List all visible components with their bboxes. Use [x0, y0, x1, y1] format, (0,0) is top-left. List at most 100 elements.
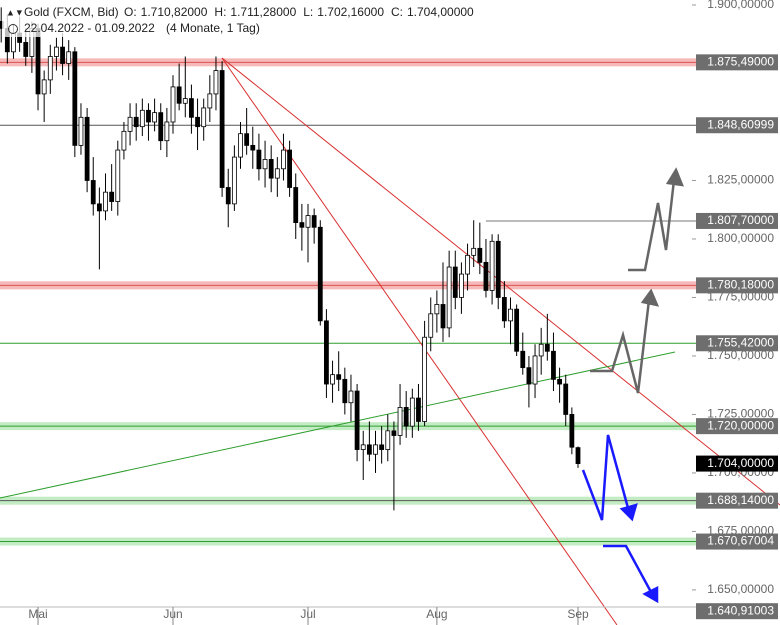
arrow [628, 179, 676, 272]
candle-body [127, 116, 133, 132]
ohlc-value: 1.711,28000 [230, 5, 296, 19]
candle-body [207, 93, 213, 109]
level-label-bg [696, 603, 778, 620]
candle-body [434, 304, 440, 315]
candle-body [78, 116, 84, 146]
candle-body [366, 444, 372, 455]
level-label: 1.670,67004 [707, 534, 774, 548]
candle-body [508, 308, 513, 322]
level-label: 1.780,18000 [707, 278, 774, 292]
level-label-bg [696, 335, 778, 352]
candle-body [354, 390, 360, 450]
candle-body [532, 355, 538, 385]
candle-body [164, 121, 170, 142]
candle-body [373, 444, 378, 455]
candle-body [250, 144, 256, 151]
arrow [603, 544, 653, 593]
header: ▲▼ Gold (FXCM, Bid) O: 1.710,82000 H: 1.711… [2, 3, 474, 37]
candle-body [238, 133, 243, 158]
level-label-bg [696, 212, 778, 229]
candle-body [103, 191, 108, 212]
candle-body [489, 240, 495, 291]
x-tick-label: Jul [300, 607, 315, 621]
level-label-bg [696, 117, 778, 134]
candle-body [176, 86, 182, 104]
candle-body [514, 308, 520, 352]
last-price-bg [696, 455, 778, 472]
arrow-head [642, 585, 659, 604]
candle-body [219, 70, 225, 188]
candle-body [152, 112, 158, 123]
candle-body [287, 149, 293, 188]
candle-body [293, 187, 299, 223]
candle-body [360, 444, 366, 450]
candle-body [299, 222, 305, 228]
candle-body [409, 397, 415, 427]
clock-icon [8, 24, 18, 34]
candle-body [35, 28, 41, 95]
arrow [581, 434, 630, 521]
symbol-icon: ▲▼ [6, 7, 24, 17]
x-tick-label: Mai [28, 607, 47, 621]
candle-body [201, 107, 207, 128]
candles [0, 7, 581, 511]
candle-body [330, 374, 335, 385]
x-tick-label: Jun [163, 607, 182, 621]
candle-body [551, 350, 556, 380]
candle-body [170, 86, 176, 123]
y-tick-label: 1.800,00000 [707, 231, 774, 245]
candle-body [121, 130, 127, 151]
candle-body [158, 112, 164, 142]
ohlc-fields: O: 1.710,82000 H: 1.711,28000 L: 1.702,16000 C… [124, 5, 474, 19]
candle-body [268, 159, 274, 179]
candle-body [225, 187, 231, 205]
level-label-bg [696, 418, 778, 435]
candle-body [342, 378, 348, 404]
candle-body [256, 149, 262, 170]
level-label: 1.640,91003 [707, 603, 774, 617]
candle-body [471, 247, 477, 256]
ohlc-value: 1.710,82000 [141, 5, 208, 19]
candle-body [465, 254, 470, 275]
candle-body [54, 46, 59, 57]
candle-body [109, 191, 115, 202]
candle-body [305, 215, 311, 228]
candle-body [324, 320, 329, 385]
arrow-head [665, 167, 684, 187]
candle-body [189, 98, 194, 118]
candle-body [139, 109, 145, 128]
candle-body [501, 297, 507, 322]
candle-body [520, 350, 526, 369]
level-label-bg [696, 277, 778, 294]
date-range: 22.04.2022 - 01.09.2022 [24, 21, 155, 35]
candle-body [544, 343, 550, 352]
candle-body [348, 390, 354, 404]
candle-body [538, 343, 544, 357]
candle-body [146, 109, 151, 123]
header-bg [2, 3, 472, 37]
candle-body [60, 46, 65, 64]
candle-body [575, 447, 581, 464]
candle-body [274, 168, 280, 179]
y-tick-label: 1.825,00000 [707, 173, 774, 187]
candle-body [428, 313, 434, 338]
x-tick-label: Sep [567, 607, 589, 621]
ohlc-prefix: C: [391, 5, 403, 19]
trend-line [0, 351, 676, 499]
candle-body [244, 133, 250, 146]
candle-body [422, 336, 427, 422]
arrow-head [619, 503, 638, 522]
candle-body [72, 51, 78, 146]
candle-body [483, 261, 489, 291]
level-label-bg [696, 54, 778, 71]
candle-body [569, 414, 575, 448]
ohlc-value: 1.702,16000 [317, 5, 384, 19]
ohlc-prefix: L: [303, 5, 313, 19]
candle-body [336, 374, 342, 380]
candle-body [477, 247, 483, 263]
level-bands [0, 58, 696, 546]
candle-body [47, 56, 53, 81]
level-label: 1.755,42000 [707, 335, 774, 349]
candle-body [379, 444, 385, 450]
